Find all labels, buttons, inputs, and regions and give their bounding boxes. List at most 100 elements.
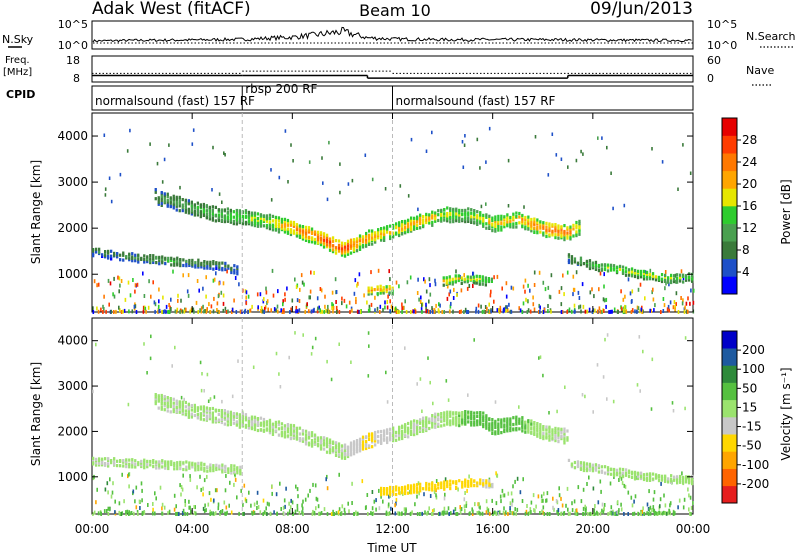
ground_scatter_midday-cell xyxy=(379,291,382,295)
main_band-cell xyxy=(422,427,425,431)
noise-cell xyxy=(625,309,628,314)
main_band-cell xyxy=(386,438,389,442)
noise-cell xyxy=(224,306,227,311)
noise-cell xyxy=(115,309,117,314)
main_band-cell xyxy=(169,397,172,401)
main_band-cell xyxy=(422,423,425,428)
ground_scatter_midday-cell xyxy=(367,288,370,292)
main_band-cell xyxy=(280,226,284,230)
low_band_morning-cell xyxy=(95,461,98,465)
noise-cell xyxy=(301,510,303,515)
noise-cell xyxy=(368,307,371,312)
main_band-cell xyxy=(289,430,293,435)
low_band_morning-cell xyxy=(98,461,101,465)
main_band-cell xyxy=(542,434,545,438)
low_band_evening-cell xyxy=(597,269,601,273)
main_band-cell xyxy=(518,417,521,421)
noise-cell xyxy=(385,510,388,515)
low_band_morning-cell xyxy=(218,265,221,269)
main_band-cell xyxy=(229,220,232,224)
noise-cell xyxy=(324,304,326,309)
main_band-cell xyxy=(539,423,542,427)
main_band-cell xyxy=(569,225,572,229)
noise-cell xyxy=(476,511,479,515)
noise-cell xyxy=(459,505,461,510)
noise-cell xyxy=(423,277,425,282)
noise-cell xyxy=(269,511,272,516)
main_band-cell xyxy=(527,422,530,426)
main_band-cell xyxy=(458,417,461,421)
main_band-cell xyxy=(238,213,241,217)
main_band-cell xyxy=(178,195,181,199)
low_band_morning-cell xyxy=(236,269,239,273)
main_band-cell xyxy=(163,408,166,412)
main_band-cell xyxy=(355,239,359,243)
main_band-cell xyxy=(250,425,254,429)
noise-cell xyxy=(367,512,369,516)
midday_negative-cell xyxy=(458,479,461,483)
noise-cell xyxy=(620,306,623,311)
midday_negative-cell xyxy=(413,490,416,494)
main_band-cell xyxy=(497,217,500,222)
low_band_evening-cell xyxy=(600,267,604,271)
noise-cell xyxy=(372,511,375,516)
noise-cell xyxy=(431,306,433,311)
noise-cell xyxy=(627,490,630,495)
main_band-cell xyxy=(238,217,241,221)
main_band-cell xyxy=(467,412,470,416)
low_band_morning-cell xyxy=(176,256,179,260)
noise-cell xyxy=(624,484,627,489)
main_band-cell xyxy=(476,423,479,427)
midday_echo-cell xyxy=(457,274,460,278)
noise-cell xyxy=(525,297,527,302)
midday_negative-cell xyxy=(431,488,434,492)
main_band-cell xyxy=(437,412,440,416)
main_band-cell xyxy=(199,412,202,416)
noise-cell xyxy=(158,299,160,304)
sparse-cell xyxy=(339,162,341,166)
midday_echo-cell xyxy=(448,280,451,284)
main_band-cell xyxy=(485,226,488,230)
sparse-cell xyxy=(560,157,563,161)
noise-cell xyxy=(107,512,110,516)
midday_negative-cell xyxy=(407,491,410,495)
date-title: 09/Jun/2013 xyxy=(590,0,693,19)
main_band-cell xyxy=(515,215,518,219)
main_band-cell xyxy=(506,427,509,431)
main_band-cell xyxy=(241,222,244,226)
low_band_morning-cell xyxy=(161,257,164,261)
main_band-cell xyxy=(328,443,332,447)
low_band_evening-cell xyxy=(570,255,574,259)
noise-cell xyxy=(135,310,138,314)
main_band-cell xyxy=(352,238,356,242)
low_band_evening-cell xyxy=(660,279,664,284)
main_band-cell xyxy=(386,227,389,231)
main_band-cell xyxy=(208,215,211,219)
midday_negative-cell xyxy=(449,479,452,483)
x-tick-label: 00:00 xyxy=(676,522,711,536)
noise-cell xyxy=(387,502,390,507)
noise-cell xyxy=(210,304,213,309)
sparse-cell xyxy=(417,207,419,212)
main_band-cell xyxy=(407,435,410,439)
main_band-cell xyxy=(416,223,419,227)
sparse-cell xyxy=(592,410,594,414)
main_band-cell xyxy=(401,436,404,441)
noise-cell xyxy=(273,510,275,515)
main_band-cell xyxy=(262,420,266,424)
noise-cell xyxy=(458,310,461,314)
low_band_evening-cell xyxy=(612,264,616,268)
noise-cell xyxy=(124,297,127,302)
low_band_morning-cell xyxy=(98,459,101,463)
main_band-cell xyxy=(431,220,434,224)
noise-cell xyxy=(598,306,601,311)
main_band-cell xyxy=(319,436,323,440)
main_band-cell xyxy=(530,430,533,435)
noise-cell xyxy=(188,505,190,510)
main_band-cell xyxy=(485,213,488,217)
main_band-cell xyxy=(358,236,362,240)
sparse-cell xyxy=(473,338,475,342)
noise-cell xyxy=(449,304,452,309)
main_band-cell xyxy=(407,428,410,432)
